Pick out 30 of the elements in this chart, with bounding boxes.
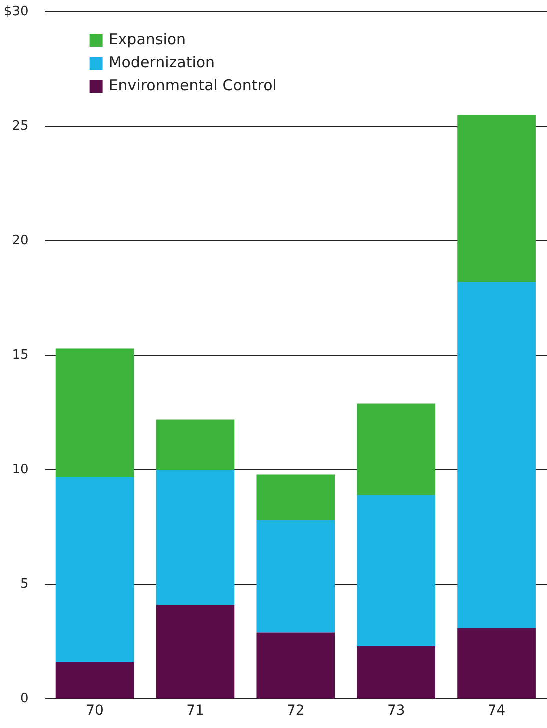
bar [256, 632, 336, 699]
bar [56, 348, 134, 478]
x-tick-label: 70 [86, 703, 104, 720]
y-tick-label: 20 [12, 233, 29, 248]
bar [56, 477, 134, 663]
bar [357, 404, 436, 496]
y-tick-label: 5 [20, 577, 29, 592]
bar [156, 605, 235, 699]
legend-label: Expansion [108, 30, 186, 48]
bar [156, 470, 235, 606]
x-tick-label: 74 [488, 703, 506, 720]
y-tick-label: 25 [12, 118, 29, 134]
legend-label: Environmental Control [108, 76, 277, 94]
bar [256, 474, 336, 521]
legend-label: Modernization [108, 53, 216, 72]
bar [458, 115, 536, 282]
y-tick-label: 0 [20, 692, 29, 707]
x-tick-label: 71 [186, 703, 204, 720]
bar [56, 662, 134, 699]
y-tick-label: $30 [4, 4, 29, 20]
y-tick-label: 15 [12, 348, 29, 363]
bar [256, 520, 336, 633]
bar [156, 420, 235, 470]
bar [357, 495, 436, 647]
x-tick-label: 72 [286, 703, 305, 720]
x-tick-label: 73 [387, 703, 406, 720]
bar [458, 628, 536, 699]
bar [458, 282, 536, 628]
y-tick-label: 10 [12, 462, 29, 478]
bar [357, 646, 436, 699]
